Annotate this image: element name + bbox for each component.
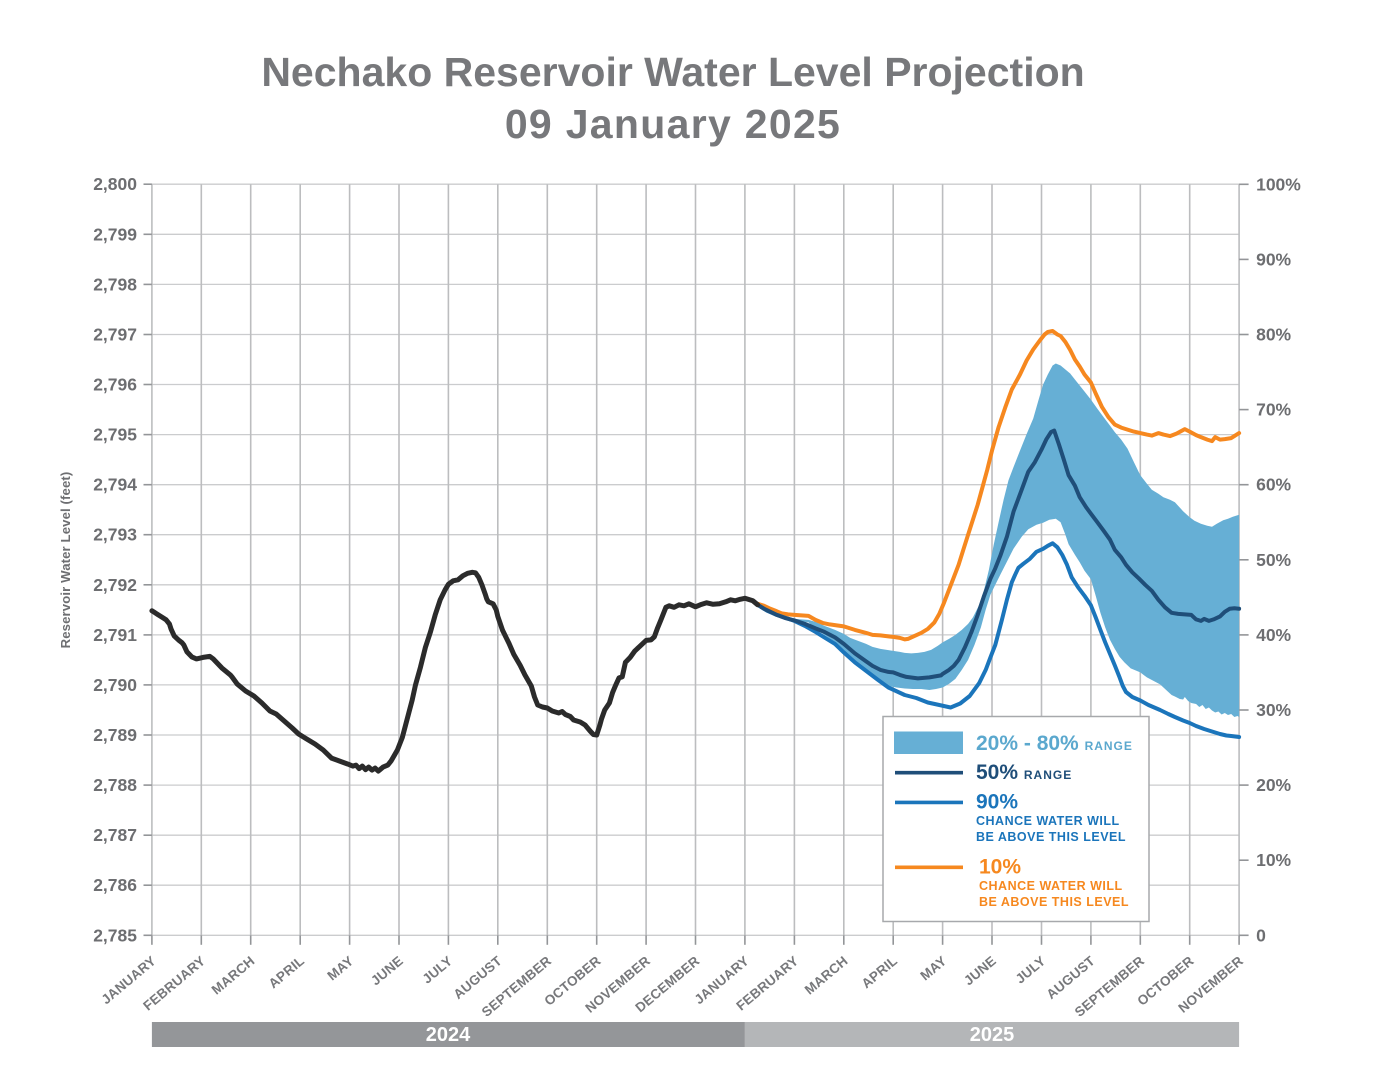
svg-text:60%: 60% <box>1256 475 1291 495</box>
svg-text:50%: 50% <box>1256 550 1291 570</box>
svg-text:BE ABOVE THIS LEVEL: BE ABOVE THIS LEVEL <box>976 830 1126 844</box>
svg-text:90%: 90% <box>976 791 1018 814</box>
svg-text:2,793: 2,793 <box>93 525 137 545</box>
svg-text:2,785: 2,785 <box>93 925 137 945</box>
svg-text:2,787: 2,787 <box>93 825 137 845</box>
svg-text:Reservoir Water Level (feet): Reservoir Water Level (feet) <box>58 472 73 649</box>
svg-text:BE ABOVE THIS LEVEL: BE ABOVE THIS LEVEL <box>979 895 1129 909</box>
svg-text:80%: 80% <box>1256 325 1291 345</box>
svg-text:2,790: 2,790 <box>93 675 137 695</box>
svg-text:MAY: MAY <box>917 953 949 983</box>
svg-text:2,792: 2,792 <box>93 575 137 595</box>
svg-text:30%: 30% <box>1256 700 1291 720</box>
svg-text:2,791: 2,791 <box>93 625 137 645</box>
svg-text:2,794: 2,794 <box>93 475 137 495</box>
svg-text:2024: 2024 <box>426 1024 471 1046</box>
svg-text:10%: 10% <box>979 856 1021 879</box>
svg-text:100%: 100% <box>1256 174 1301 194</box>
svg-text:2,799: 2,799 <box>93 224 137 244</box>
svg-text:2,786: 2,786 <box>93 875 137 895</box>
svg-text:40%: 40% <box>1256 625 1291 645</box>
svg-text:2,796: 2,796 <box>93 375 137 395</box>
svg-text:2,798: 2,798 <box>93 274 137 294</box>
svg-text:CHANCE WATER WILL: CHANCE WATER WILL <box>976 814 1120 828</box>
svg-text:2,795: 2,795 <box>93 425 137 445</box>
svg-text:2,800: 2,800 <box>93 174 137 194</box>
svg-text:MARCH: MARCH <box>209 953 258 997</box>
svg-text:90%: 90% <box>1256 249 1291 269</box>
svg-text:APRIL: APRIL <box>266 953 307 991</box>
svg-text:APRIL: APRIL <box>859 953 900 991</box>
svg-text:20%: 20% <box>1256 775 1291 795</box>
svg-text:2,789: 2,789 <box>93 725 137 745</box>
svg-text:70%: 70% <box>1256 400 1291 420</box>
svg-text:MAY: MAY <box>324 953 356 983</box>
svg-text:JULY: JULY <box>420 953 456 986</box>
svg-text:JUNE: JUNE <box>368 953 406 988</box>
svg-text:MARCH: MARCH <box>802 953 851 997</box>
svg-text:0: 0 <box>1256 925 1266 945</box>
svg-text:2,788: 2,788 <box>93 775 137 795</box>
svg-text:JULY: JULY <box>1013 953 1049 986</box>
svg-text:2025: 2025 <box>970 1024 1015 1046</box>
svg-text:2,797: 2,797 <box>93 325 137 345</box>
svg-text:JUNE: JUNE <box>961 953 999 988</box>
svg-text:10%: 10% <box>1256 850 1291 870</box>
svg-text:CHANCE WATER WILL: CHANCE WATER WILL <box>979 879 1123 893</box>
